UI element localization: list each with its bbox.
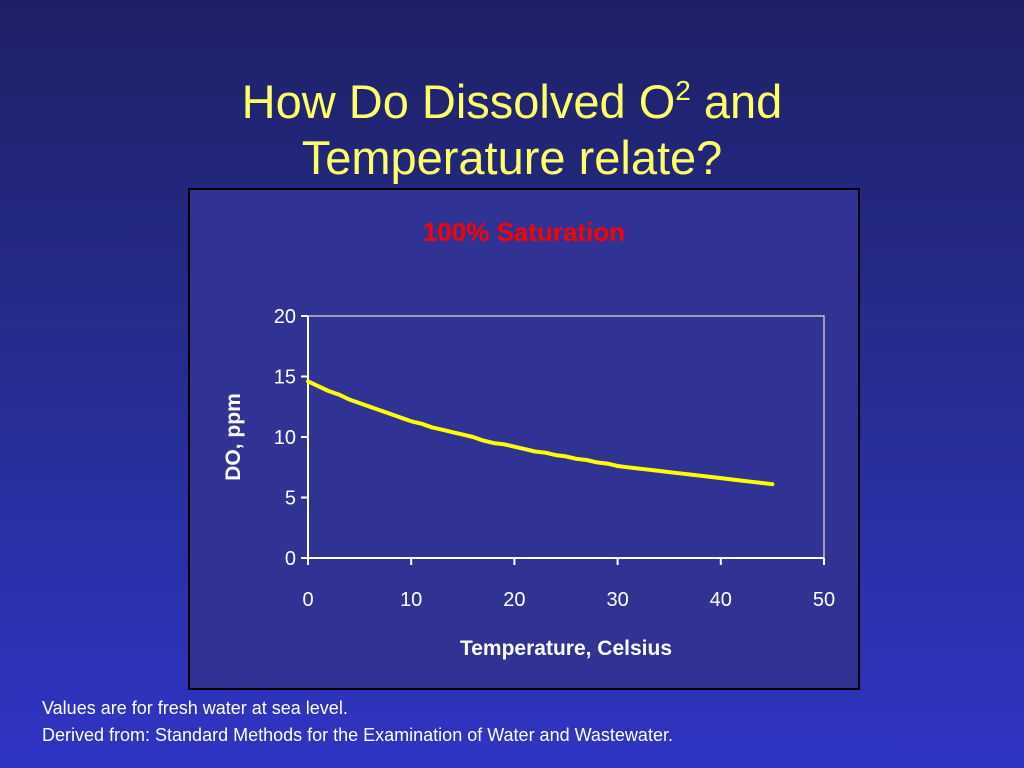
data-point-10 [410, 420, 413, 423]
slide-title: How Do Dissolved O2 and Temperature rela… [0, 74, 1024, 186]
data-point-7 [379, 409, 382, 412]
data-point-0 [307, 380, 310, 383]
y-tick-label-15: 15 [274, 367, 296, 389]
data-point-18 [492, 442, 495, 445]
chart-frame: 100% Saturation 0 5 10 15 20 0 10 20 30 40 50 Temper… [188, 188, 860, 690]
y-tick-label-20: 20 [274, 306, 296, 328]
data-point-16 [472, 436, 475, 439]
y-tick-label-10: 10 [274, 427, 296, 449]
plot-area-border [307, 315, 825, 559]
data-point-29 [606, 462, 609, 465]
data-point-41 [730, 478, 733, 481]
data-point-36 [678, 472, 681, 475]
data-point-33 [647, 468, 650, 471]
data-point-23 [544, 451, 547, 454]
data-point-8 [389, 413, 392, 416]
x-tick-label-40: 40 [710, 589, 732, 611]
data-point-35 [668, 471, 671, 474]
data-point-27 [585, 458, 588, 461]
x-axis-label: Temperature, Celsius [460, 637, 672, 660]
data-point-12 [430, 426, 433, 429]
data-point-17 [482, 439, 485, 442]
data-point-24 [554, 454, 557, 457]
y-tick-label-5: 5 [285, 488, 296, 510]
data-point-20 [513, 445, 516, 448]
data-point-38 [699, 474, 702, 477]
chart: 100% Saturation 0 5 10 15 20 0 10 20 30 40 50 Temper… [222, 217, 835, 660]
data-point-25 [565, 455, 568, 458]
data-point-11 [420, 422, 423, 425]
data-point-4 [348, 398, 351, 401]
data-point-32 [637, 467, 640, 470]
title-line-1: How Do Dissolved O2 and [241, 75, 783, 128]
data-point-42 [740, 479, 743, 482]
footnote-conditions: Values are for fresh water at sea level. [42, 698, 348, 718]
data-point-15 [461, 433, 464, 436]
x-tick-label-20: 20 [503, 589, 525, 611]
data-point-30 [616, 465, 619, 468]
data-point-21 [523, 448, 526, 451]
series-line-0 [306, 379, 775, 487]
data-point-19 [503, 443, 506, 446]
data-point-9 [399, 416, 402, 419]
chart-title: 100% Saturation [423, 217, 625, 247]
data-point-1 [317, 385, 320, 388]
data-point-26 [575, 457, 578, 460]
data-point-31 [626, 466, 629, 469]
data-point-44 [761, 481, 764, 484]
data-point-3 [337, 393, 340, 396]
data-point-22 [534, 450, 537, 453]
data-point-39 [709, 475, 712, 478]
data-point-40 [719, 477, 722, 480]
x-tick-label-30: 30 [606, 589, 628, 611]
title-line-2: Temperature relate? [301, 131, 723, 184]
data-point-34 [657, 469, 660, 472]
x-tick-label-50: 50 [813, 589, 835, 611]
x-tick-label-10: 10 [400, 589, 422, 611]
title-superscript: 2 [675, 75, 691, 106]
data-point-45 [771, 483, 774, 486]
data-point-6 [368, 405, 371, 408]
x-tick-label-0: 0 [302, 589, 313, 611]
data-point-43 [750, 480, 753, 483]
footnote-source: Derived from: Standard Methods for the E… [42, 725, 673, 745]
data-point-5 [358, 402, 361, 405]
data-point-2 [327, 390, 330, 393]
data-point-13 [441, 428, 444, 431]
data-point-14 [451, 431, 454, 434]
y-axis-label: DO, ppm [222, 393, 245, 481]
data-point-37 [688, 473, 691, 476]
data-point-28 [595, 461, 598, 464]
y-tick-label-0: 0 [285, 548, 296, 570]
